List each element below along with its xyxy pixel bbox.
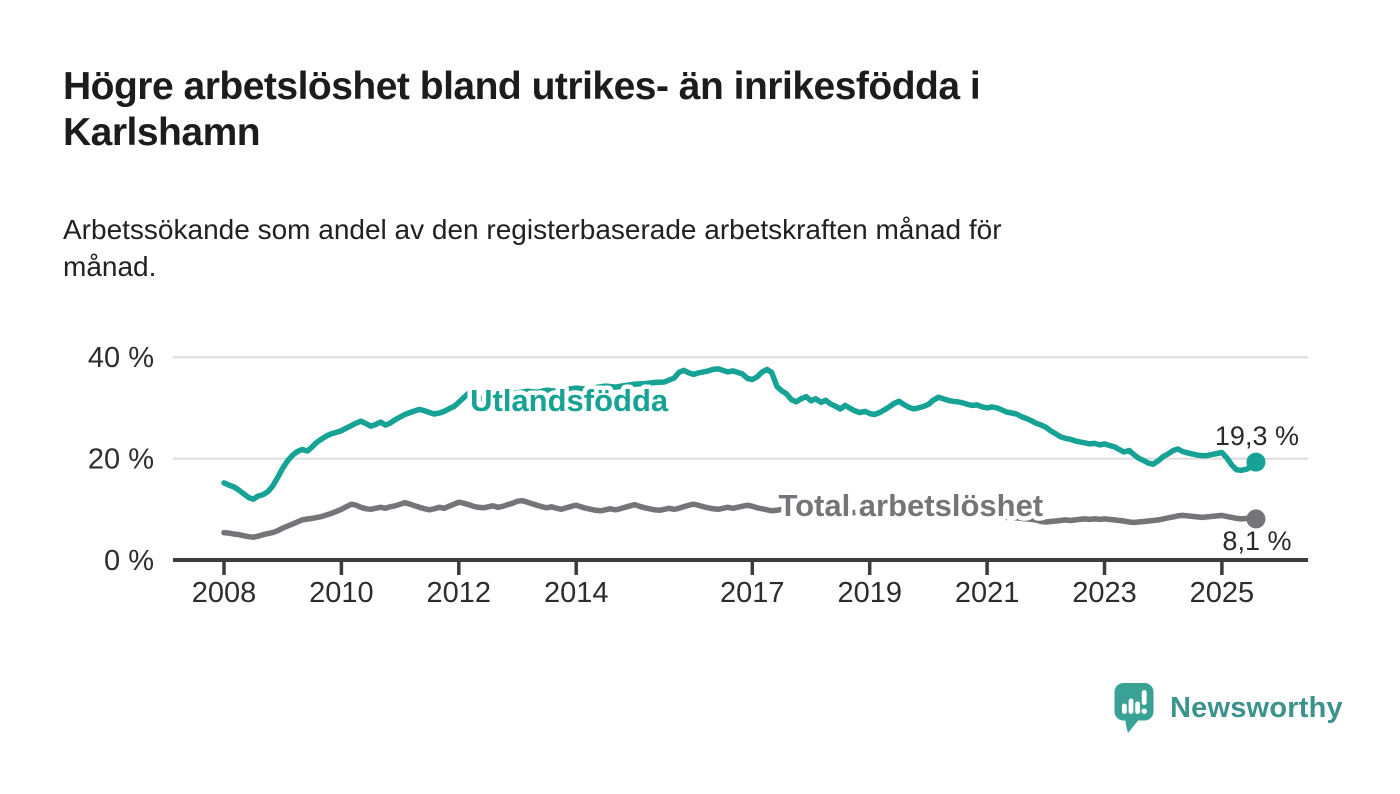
x-tick-label-2019: 2019 xyxy=(837,577,902,609)
chart-title: Högre arbetslöshet bland utrikes- än inr… xyxy=(63,64,1243,155)
newsworthy-logo: Newsworthy xyxy=(1113,682,1343,735)
line-utlandsf-dda xyxy=(221,366,1259,502)
end-value-label-utlandsf-dda: 19,3 % xyxy=(1215,421,1299,451)
chart-subtitle-line-2: månad. xyxy=(63,251,157,283)
end-value-label-total-arbetsl-shet: 8,1 % xyxy=(1222,526,1291,556)
x-tick-label-2014: 2014 xyxy=(544,577,609,609)
series-label-utlandsf-dda: Utlandsfödda xyxy=(470,383,669,418)
end-dot-total-arbetsl-shet xyxy=(1246,509,1266,529)
chart-title-line-2: Karlshamn xyxy=(63,110,261,154)
y-tick-label-0: 0 % xyxy=(104,545,154,577)
y-tick-label-40: 40 % xyxy=(88,342,154,374)
y-tick-label-20: 20 % xyxy=(88,444,154,476)
series-label-total-arbetsl-shet: Total arbetslöshet xyxy=(778,488,1043,523)
newsworthy-logo-icon xyxy=(1114,683,1154,733)
x-tick-label-2023: 2023 xyxy=(1072,577,1137,609)
x-tick-label-2012: 2012 xyxy=(427,577,492,609)
chart-subtitle-line-1: Arbetssökande som andel av den registerb… xyxy=(63,214,1002,245)
x-tick-label-2025: 2025 xyxy=(1190,577,1255,609)
end-dot-utlandsf-dda xyxy=(1246,452,1266,472)
x-tick-label-2010: 2010 xyxy=(309,577,374,609)
newsworthy-logo-text: Newsworthy xyxy=(1170,692,1343,724)
x-tick-label-2017: 2017 xyxy=(720,577,785,609)
x-tick-label-2008: 2008 xyxy=(192,577,257,609)
x-tick-label-2021: 2021 xyxy=(955,577,1020,609)
chart-subtitle: Arbetssökande som andel av den registerb… xyxy=(63,211,1243,285)
chart-title-line-1: Högre arbetslöshet bland utrikes- än inr… xyxy=(63,65,981,108)
line-total-arbetsl-shet xyxy=(221,497,1259,540)
